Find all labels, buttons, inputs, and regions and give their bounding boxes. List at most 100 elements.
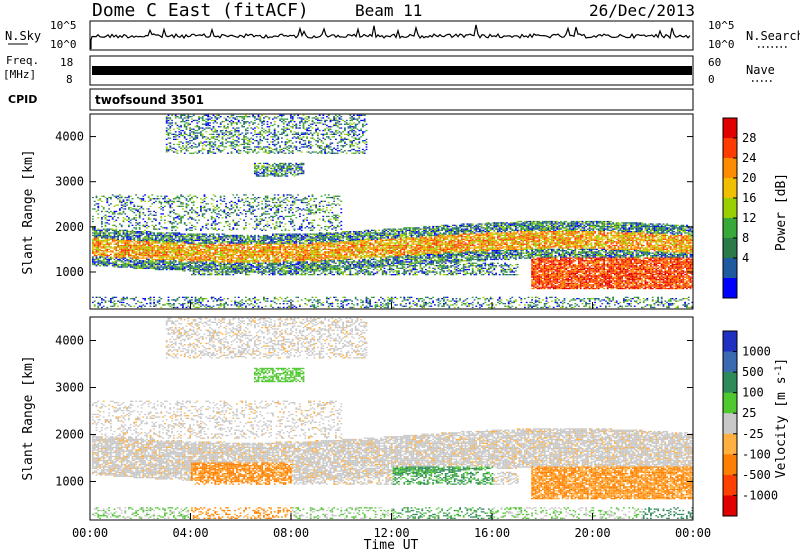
echo-cell xyxy=(211,255,213,256)
echo-cell xyxy=(200,237,202,238)
echo-cell xyxy=(207,266,209,267)
echo-cell xyxy=(186,260,188,261)
echo-cell xyxy=(187,297,189,298)
echo-cell xyxy=(259,121,261,122)
echo-cell xyxy=(252,207,254,208)
echo-cell xyxy=(207,256,209,257)
echo-cell xyxy=(223,211,225,212)
echo-cell xyxy=(184,264,186,265)
echo-cell xyxy=(101,302,103,303)
echo-cell xyxy=(157,264,159,265)
echo-cell xyxy=(247,140,249,141)
echo-cell xyxy=(204,210,206,211)
echo-cell xyxy=(229,271,231,272)
nsky-trace xyxy=(91,25,690,49)
echo-cell xyxy=(146,254,148,255)
echo-cell xyxy=(144,265,146,266)
echo-cell xyxy=(94,253,96,254)
echo-cell xyxy=(254,197,256,198)
echo-cell xyxy=(155,225,157,226)
echo-cell xyxy=(214,141,216,142)
echo-cell xyxy=(223,268,225,269)
echo-cell xyxy=(148,217,150,218)
echo-cell xyxy=(267,126,269,127)
echo-cell xyxy=(261,149,263,150)
echo-cell xyxy=(173,269,175,270)
echo-cell xyxy=(92,264,94,265)
echo-cell xyxy=(180,256,182,257)
echo-cell xyxy=(171,240,173,241)
echo-cell xyxy=(207,141,209,142)
echo-cell xyxy=(198,239,200,240)
echo-cell xyxy=(214,229,216,230)
echo-cell xyxy=(240,260,242,261)
echo-cell xyxy=(162,241,164,242)
echo-cell xyxy=(234,273,236,274)
echo-cell xyxy=(250,260,252,261)
echo-cell xyxy=(166,130,168,131)
echo-cell xyxy=(205,145,207,146)
echo-cell xyxy=(126,260,128,261)
echo-cell xyxy=(166,240,168,241)
echo-cell xyxy=(277,270,279,271)
echo-cell xyxy=(168,261,170,262)
echo-cell xyxy=(252,269,254,270)
echo-cell xyxy=(216,130,218,131)
echo-cell xyxy=(196,235,198,236)
echo-cell xyxy=(240,303,242,304)
echo-cell xyxy=(276,172,278,173)
echo-cell xyxy=(220,196,222,197)
echo-cell xyxy=(243,143,245,144)
echo-cell xyxy=(247,130,249,131)
echo-cell xyxy=(142,212,144,213)
echo-cell xyxy=(276,264,278,265)
echo-cell xyxy=(216,134,218,135)
echo-cell xyxy=(216,251,218,252)
echo-cell xyxy=(157,254,159,255)
echo-cell xyxy=(211,268,213,269)
echo-cell xyxy=(96,241,98,242)
echo-cell xyxy=(97,229,99,230)
echo-cell xyxy=(258,208,260,209)
echo-cell xyxy=(268,150,270,151)
echo-cell xyxy=(150,268,152,269)
echo-cell xyxy=(106,255,108,256)
echo-cell xyxy=(173,259,175,260)
echo-cell xyxy=(259,175,261,176)
echo-cell xyxy=(223,298,225,299)
echo-cell xyxy=(238,116,240,117)
echo-cell xyxy=(173,264,175,265)
echo-cell xyxy=(94,304,96,305)
echo-cell xyxy=(142,198,144,199)
echo-cell xyxy=(234,197,236,198)
echo-cell xyxy=(258,174,260,175)
echo-cell xyxy=(128,265,130,266)
echo-cell xyxy=(182,245,184,246)
echo-cell xyxy=(166,235,168,236)
echo-cell xyxy=(189,247,191,248)
echo-cell xyxy=(135,263,137,264)
echo-cell xyxy=(128,231,130,232)
echo-cell xyxy=(97,213,99,214)
echo-cell xyxy=(128,249,130,250)
echo-cell xyxy=(268,129,270,130)
echo-cell xyxy=(205,124,207,125)
echo-cell xyxy=(148,244,150,245)
echo-cell xyxy=(222,259,224,260)
echo-cell xyxy=(162,247,164,248)
echo-cell xyxy=(105,265,107,266)
echo-cell xyxy=(267,235,269,236)
echo-cell xyxy=(99,265,101,266)
echo-cell xyxy=(132,198,134,199)
echo-cell xyxy=(139,222,141,223)
echo-cell xyxy=(220,251,222,252)
echo-cell xyxy=(175,251,177,252)
echo-cell xyxy=(157,265,159,266)
echo-cell xyxy=(276,144,278,145)
echo-cell xyxy=(175,139,177,140)
echo-cell xyxy=(92,251,94,252)
echo-cell xyxy=(148,239,150,240)
echo-cell xyxy=(168,303,170,304)
echo-cell xyxy=(258,163,260,164)
echo-cell xyxy=(186,247,188,248)
